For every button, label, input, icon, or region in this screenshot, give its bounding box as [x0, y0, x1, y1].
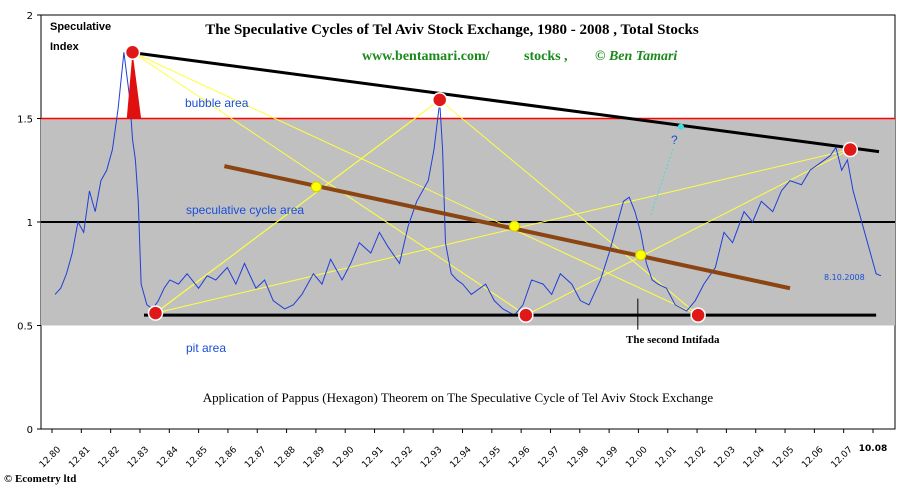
x-tick-label: 12.87 [243, 445, 268, 470]
pappus-line [525, 149, 851, 316]
y-tick-label: 0 [27, 425, 33, 436]
y-tick-label: 0.5 [17, 322, 33, 333]
x-axis: 12.80 12.81 12.82 12.83 12.84 12.85 12.86 12.87… [38, 429, 887, 470]
y-tick-label: 1 [27, 218, 33, 229]
x-tick-label: 12.99 [595, 445, 620, 470]
x-tick-label: 10.08 [859, 444, 887, 454]
subtitle-author: © Ben Tamari [595, 49, 677, 64]
x-tick-label: 12.02 [683, 445, 708, 470]
pappus-point-marker [508, 220, 520, 232]
pappus-line [132, 51, 699, 316]
black-trend-line [129, 50, 880, 154]
chart-caption: Application of Pappus (Hexagon) Theorem … [203, 390, 714, 405]
pappus-lines [132, 51, 851, 316]
x-tick-label: 12.88 [273, 445, 298, 470]
speculative-area-label: speculative cycle area [186, 203, 304, 217]
x-tick-label: 12.07 [830, 445, 855, 470]
x-tick-label: 12.83 [126, 445, 151, 470]
copyright-label: © Ecometry ltd [4, 473, 76, 485]
x-tick-label: 12.06 [800, 445, 825, 470]
markers-group [124, 44, 859, 323]
intifada-label: The second Intifada [626, 334, 720, 346]
subtitle-stocks: stocks , [524, 49, 568, 64]
series-group [54, 52, 882, 316]
extreme-point-marker [690, 307, 706, 323]
extreme-point-marker [842, 141, 859, 158]
extreme-point-marker [124, 44, 141, 61]
extreme-point-marker [431, 92, 448, 108]
x-tick-label: 12.94 [448, 445, 473, 470]
x-tick-label: 12.80 [38, 445, 63, 470]
x-tick-label: 12.90 [331, 445, 356, 470]
pappus-point-marker [310, 181, 322, 193]
x-tick-label: 12.81 [67, 445, 92, 470]
bubble-area-label: bubble area [185, 96, 249, 110]
pappus-line [439, 99, 699, 316]
x-tick-label: 12.98 [566, 445, 591, 470]
x-tick-label: 12.93 [419, 445, 444, 470]
last-date-label: 8.10.2008 [824, 273, 865, 282]
pappus-point-marker [635, 249, 647, 261]
x-tick-label: 12.86 [214, 445, 239, 470]
x-tick-label: 12.92 [390, 445, 415, 470]
bubble-fill [126, 52, 142, 119]
y-axis-label-line1: Speculative [50, 21, 111, 33]
x-tick-label: 12.96 [507, 445, 532, 470]
x-tick-label: 12.97 [536, 445, 561, 470]
pappus-line [132, 51, 527, 316]
chart-title: The Speculative Cycles of Tel Aviv Stock… [205, 22, 699, 38]
x-tick-label: 12.00 [624, 445, 649, 470]
y-tick-label: 2 [27, 11, 33, 22]
x-tick-label: 12.82 [97, 445, 122, 470]
projection-point-marker [677, 123, 684, 130]
x-tick-label: 12.01 [654, 445, 679, 470]
pappus-line [155, 149, 851, 314]
extreme-point-marker [518, 307, 534, 323]
x-tick-label: 12.03 [712, 445, 737, 470]
series-line [54, 52, 882, 316]
x-tick-label: 12.04 [742, 445, 767, 470]
x-tick-label: 12.85 [185, 445, 210, 470]
x-tick-label: 12.89 [302, 445, 327, 470]
pappus-line [155, 99, 441, 314]
question-mark: ? [671, 133, 678, 147]
y-tick-label: 1.5 [17, 115, 33, 126]
x-tick-label: 12.91 [360, 445, 385, 470]
y-axis: 0 0.5 1 1.5 2 [17, 11, 41, 436]
pit-area-label: pit area [186, 341, 226, 355]
extreme-point-marker [147, 305, 164, 321]
x-tick-label: 12.84 [155, 445, 180, 470]
x-tick-label: 12.05 [771, 445, 796, 470]
y-axis-label-line2: Index [50, 41, 80, 53]
x-tick-label: 12.95 [478, 445, 503, 470]
subtitle-site: www.bentamari.com/ [362, 49, 491, 64]
